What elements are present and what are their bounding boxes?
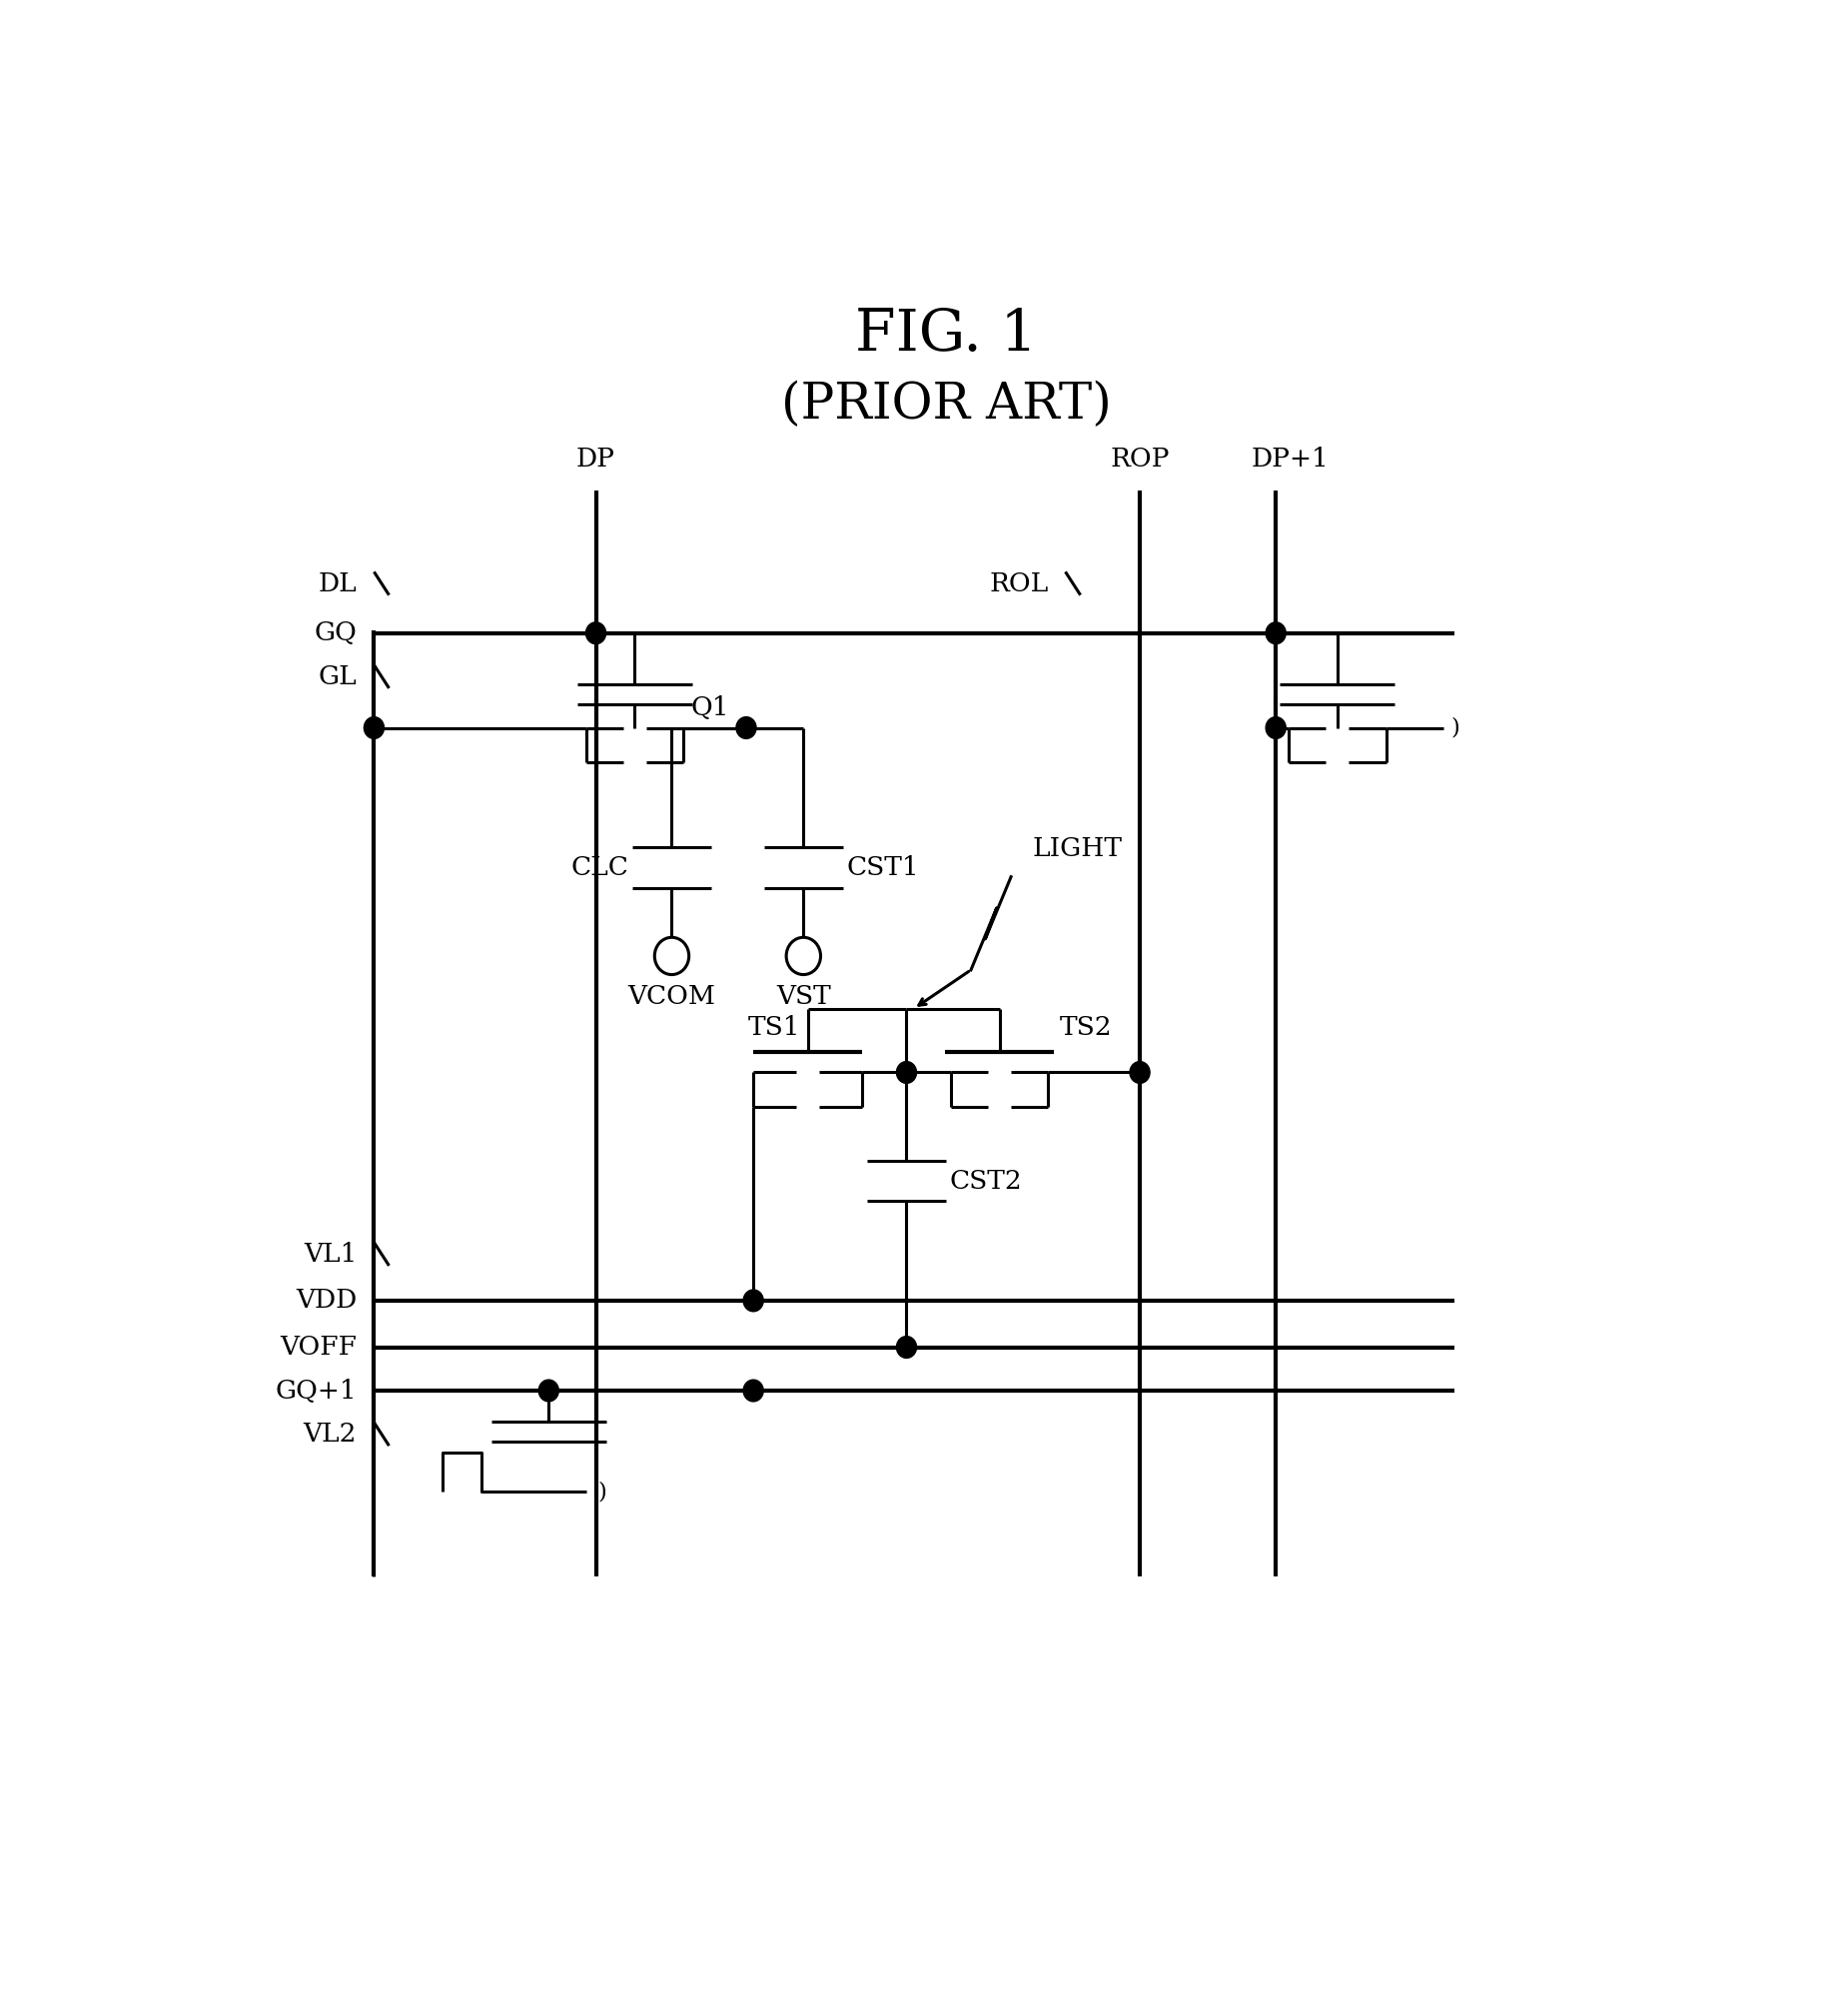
- Text: CLC: CLC: [570, 855, 628, 881]
- Text: VCOM: VCOM: [628, 984, 714, 1008]
- Text: CST1: CST1: [845, 855, 919, 881]
- Text: (PRIOR ART): (PRIOR ART): [781, 381, 1111, 429]
- Circle shape: [737, 718, 755, 738]
- Circle shape: [742, 1290, 762, 1312]
- Text: Q1: Q1: [690, 696, 729, 720]
- Text: FIG. 1: FIG. 1: [855, 306, 1037, 363]
- Text: GL: GL: [318, 663, 356, 689]
- Text: DL: DL: [318, 571, 356, 597]
- Text: VDD: VDD: [295, 1288, 356, 1312]
- Text: LIGHT: LIGHT: [1032, 837, 1122, 861]
- Circle shape: [1130, 1062, 1150, 1083]
- Text: VL2: VL2: [303, 1421, 356, 1447]
- Text: ): ): [1449, 718, 1458, 738]
- Text: DP: DP: [576, 448, 615, 472]
- Text: VL1: VL1: [303, 1242, 356, 1266]
- Text: TS2: TS2: [1060, 1014, 1111, 1040]
- Text: GQ: GQ: [314, 621, 356, 645]
- Text: ): ): [596, 1480, 605, 1502]
- Text: TS1: TS1: [748, 1014, 799, 1040]
- Text: GQ+1: GQ+1: [275, 1379, 356, 1403]
- Text: VST: VST: [775, 984, 831, 1008]
- Circle shape: [895, 1062, 916, 1083]
- Text: ROL: ROL: [988, 571, 1049, 597]
- Text: DP+1: DP+1: [1250, 448, 1329, 472]
- Text: CST2: CST2: [949, 1169, 1021, 1193]
- Circle shape: [539, 1379, 557, 1401]
- Circle shape: [1265, 718, 1285, 738]
- Circle shape: [364, 718, 384, 738]
- Circle shape: [585, 623, 605, 643]
- Circle shape: [742, 1379, 762, 1401]
- Circle shape: [895, 1337, 916, 1359]
- Text: ROP: ROP: [1109, 448, 1169, 472]
- Text: VOFF: VOFF: [281, 1335, 356, 1359]
- Circle shape: [1265, 623, 1285, 643]
